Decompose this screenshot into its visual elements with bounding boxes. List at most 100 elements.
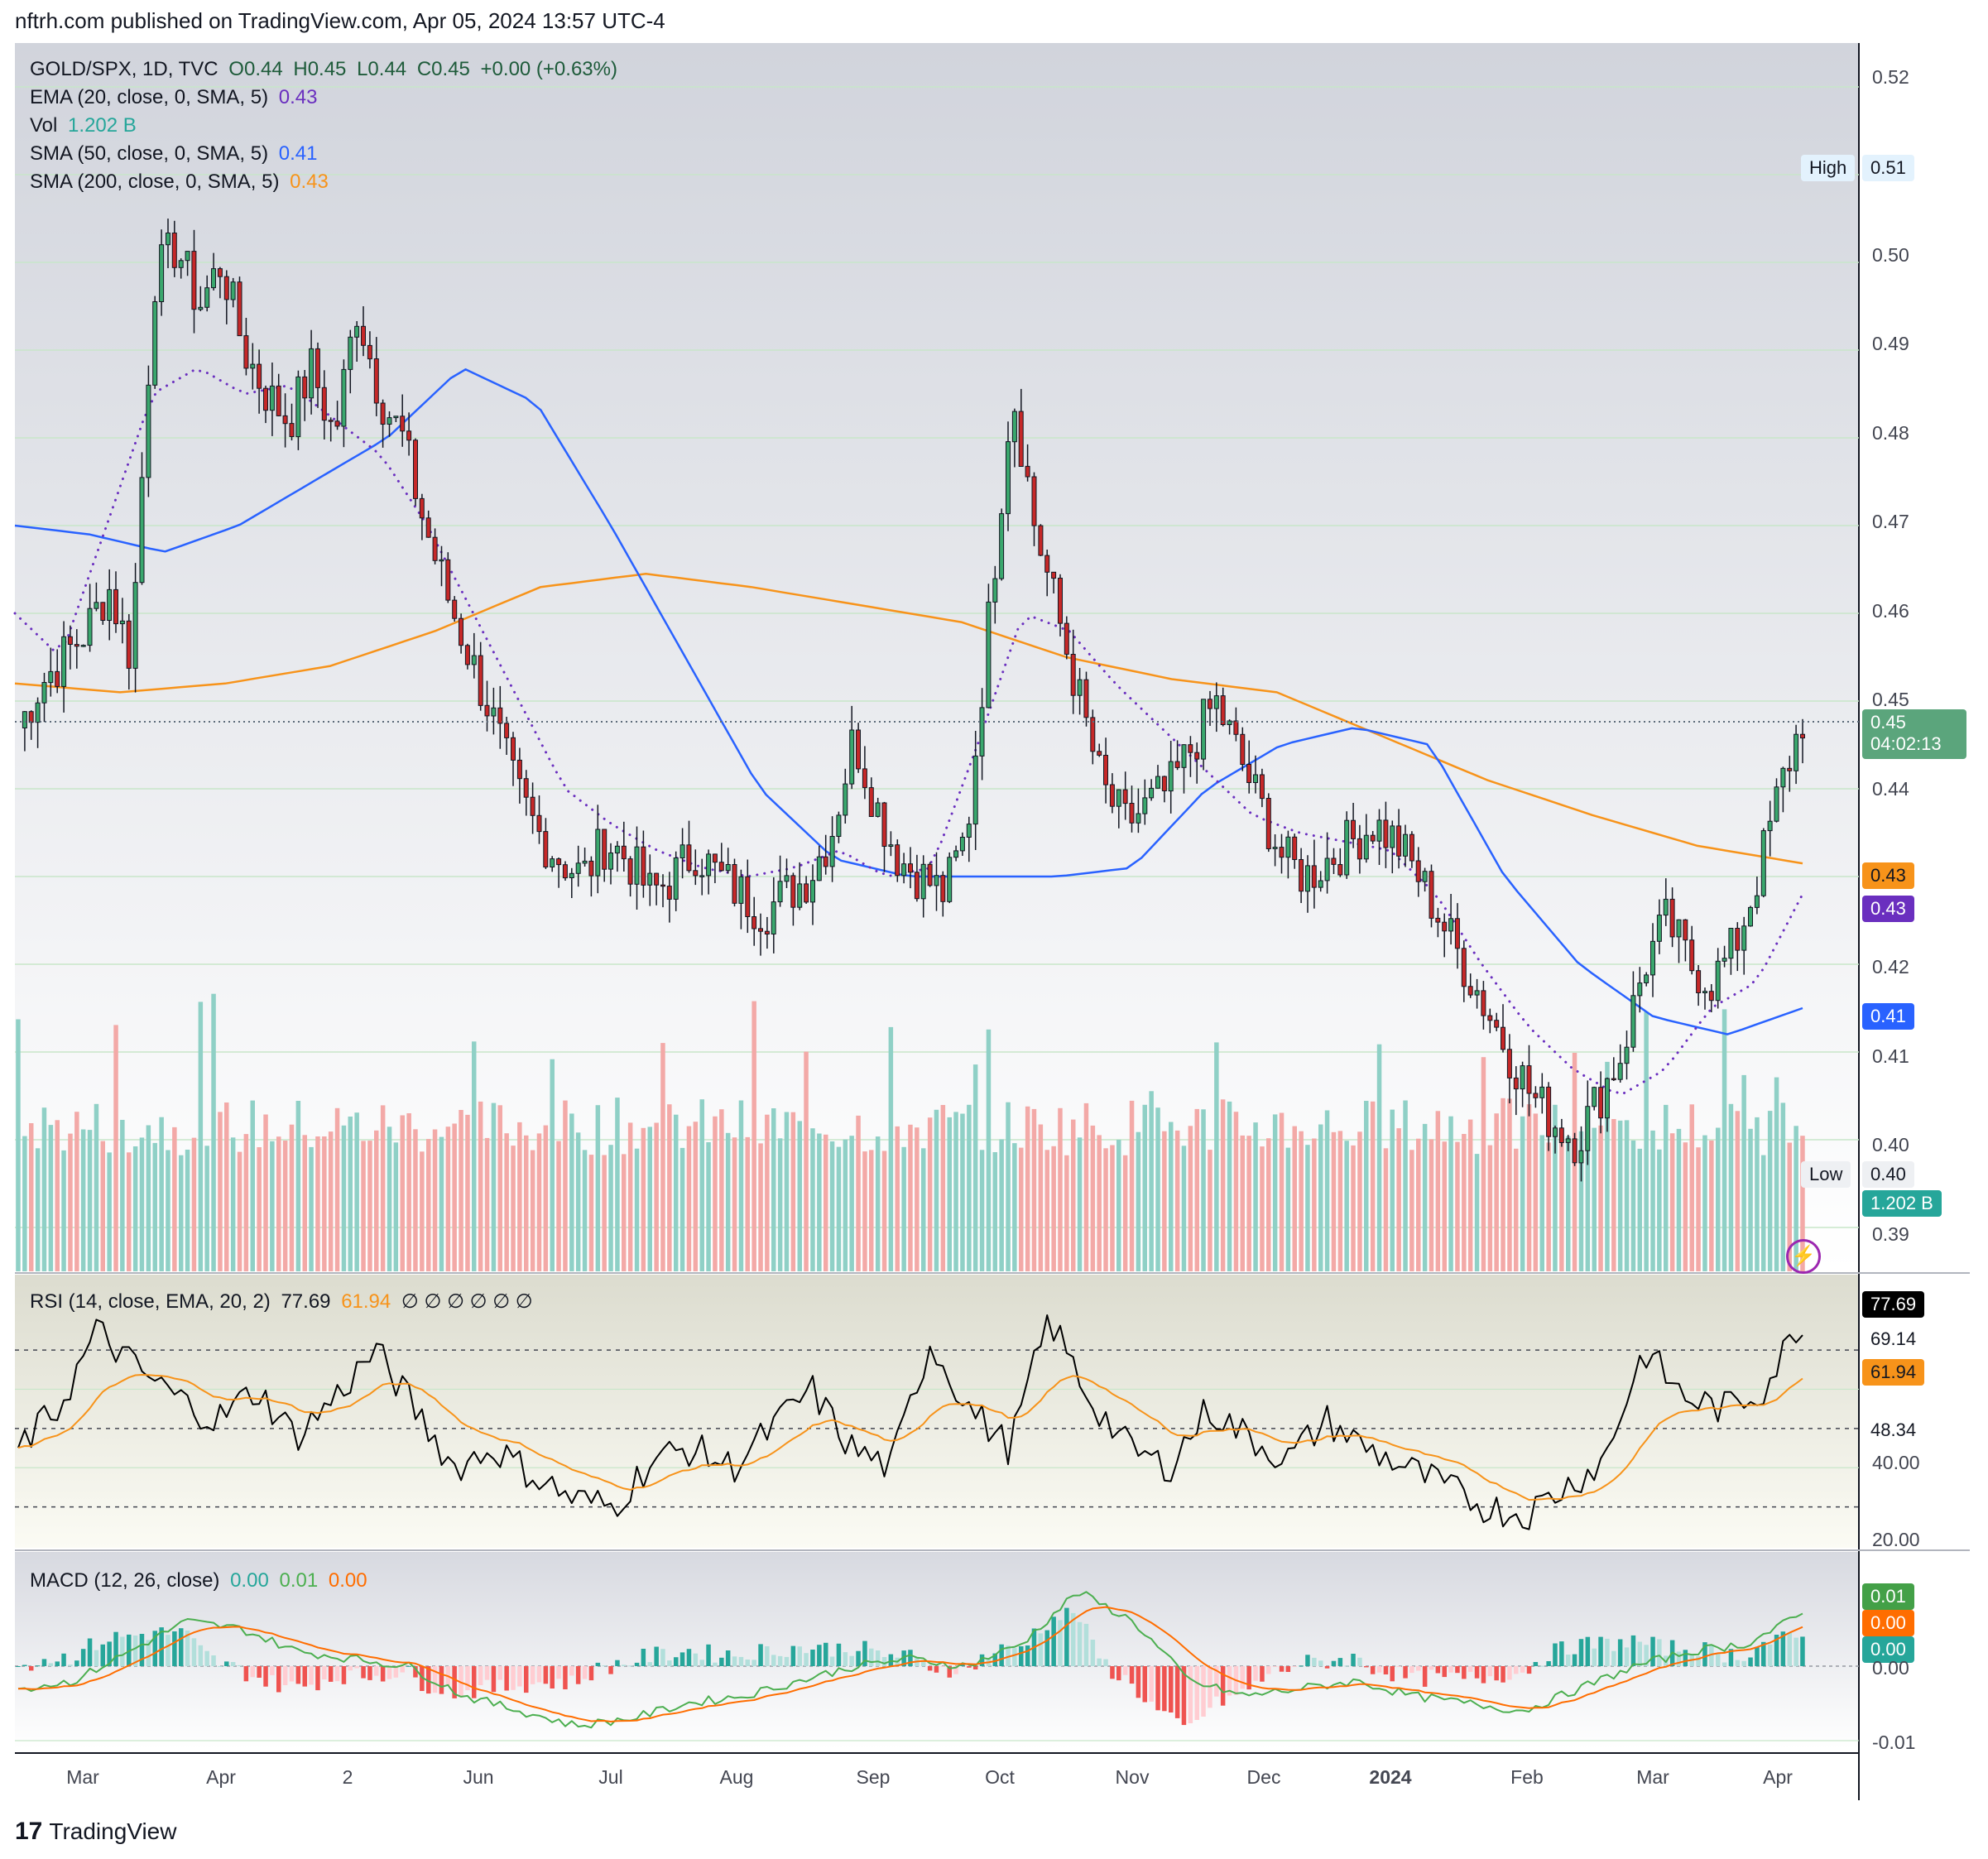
candle	[972, 731, 978, 850]
candle	[464, 643, 470, 670]
volume-bar	[1592, 1127, 1597, 1271]
legend-main[interactable]: GOLD/SPX, 1D, TVC O0.44 H0.45 L0.44 C0.4…	[30, 58, 622, 81]
candle	[230, 277, 236, 308]
candle	[1422, 867, 1428, 892]
candle	[94, 582, 99, 612]
volume-bar	[87, 1130, 93, 1271]
candle	[1265, 793, 1271, 853]
published-header: nftrh.com published on TradingView.com, …	[15, 8, 665, 33]
candle	[523, 770, 529, 816]
macd-hist-bar	[400, 1666, 405, 1673]
volume-bar	[341, 1125, 347, 1271]
candle	[1324, 832, 1330, 894]
candle	[530, 782, 535, 834]
macd-hist-bar	[1155, 1666, 1160, 1711]
legend-sma50[interactable]: SMA (50, close, 0, SMA, 5) 0.41	[30, 142, 323, 166]
volume-bar	[1351, 1145, 1356, 1271]
candle	[1481, 981, 1486, 1030]
legend-ema[interactable]: EMA (20, close, 0, SMA, 5) 0.43	[30, 86, 323, 109]
macd-hist-bar	[55, 1661, 60, 1666]
macd-hist-bar	[1676, 1651, 1682, 1666]
volume-bar	[1761, 1155, 1766, 1271]
volume-bar	[1376, 1044, 1382, 1271]
candle	[1715, 948, 1721, 1009]
macd-hist-bar	[185, 1631, 190, 1666]
candle	[204, 275, 210, 312]
macd-hist-bar	[1716, 1653, 1721, 1666]
sma200-label: SMA (200, close, 0, SMA, 5)	[30, 171, 280, 193]
volume-bar	[282, 1141, 288, 1271]
candle	[61, 621, 67, 713]
candle	[634, 826, 640, 910]
macd-hist-bar	[1305, 1655, 1310, 1666]
volume-bar	[1077, 1137, 1083, 1271]
macd-hist-bar	[432, 1666, 438, 1693]
volume-bar	[1546, 1142, 1551, 1271]
volume-bar	[1669, 1133, 1675, 1271]
macd-hist-bar	[35, 1665, 41, 1667]
volume-bar	[1748, 1128, 1753, 1271]
macd-hist-bar	[1403, 1666, 1408, 1679]
rsi-tick: 20.00	[1872, 1529, 1920, 1550]
candle	[1168, 741, 1174, 814]
candle	[986, 584, 992, 709]
alert-bolt-icon[interactable]: ⚡	[1786, 1239, 1821, 1274]
macd-hist-bar	[1246, 1666, 1251, 1690]
macd-hist-bar	[1630, 1635, 1636, 1666]
footer-brand[interactable]: 17 TradingView	[15, 1818, 176, 1846]
volume-bar	[29, 1123, 34, 1271]
macd-hist-bar	[87, 1638, 93, 1666]
legend-macd[interactable]: MACD (12, 26, close) 0.00 0.01 0.00	[30, 1569, 372, 1592]
candle	[758, 913, 763, 956]
candle	[784, 858, 790, 888]
candle	[302, 370, 308, 421]
volume-bar	[979, 1150, 985, 1271]
legend-sma200[interactable]: SMA (200, close, 0, SMA, 5) 0.43	[30, 171, 334, 194]
macd-hist-bar	[179, 1628, 184, 1666]
volume-bar	[817, 1133, 822, 1271]
candle	[804, 876, 809, 904]
volume-bar	[615, 1098, 620, 1271]
macd-hist-bar	[374, 1666, 379, 1676]
macd-hist-bar	[230, 1662, 236, 1666]
candle	[1728, 928, 1734, 975]
legend-rsi[interactable]: RSI (14, close, EMA, 20, 2) 77.69 61.94 …	[30, 1290, 538, 1314]
candle	[556, 857, 562, 888]
candle	[810, 864, 815, 925]
volume-bar	[94, 1103, 99, 1271]
macd-hist-bar	[504, 1666, 509, 1691]
candle	[393, 416, 399, 422]
macd-hist-bar	[426, 1666, 431, 1694]
volume-bar	[250, 1100, 255, 1271]
volume-bar	[387, 1126, 392, 1271]
candle	[166, 219, 170, 268]
volume-bar	[491, 1102, 497, 1271]
candle	[367, 331, 372, 369]
volume-bar	[908, 1124, 913, 1271]
candle	[1565, 1135, 1571, 1151]
volume-bar	[1566, 1136, 1571, 1271]
sma50-value: 0.41	[278, 142, 318, 165]
macd-hist-bar	[1376, 1666, 1382, 1673]
volume-bar	[1767, 1111, 1773, 1271]
candle	[1220, 687, 1226, 727]
volume-bar	[459, 1110, 463, 1271]
volume-bar	[1664, 1104, 1669, 1271]
volume-bar	[771, 1108, 776, 1271]
macd-hist-bar	[881, 1657, 887, 1666]
volume-bar	[413, 1129, 418, 1271]
volume-tag: 1.202 B	[1862, 1190, 1942, 1217]
macd-hist-bar	[1383, 1666, 1389, 1674]
volume-bar	[1194, 1108, 1199, 1271]
volume-bar	[1429, 1139, 1434, 1271]
volume-bar	[374, 1130, 379, 1271]
macd-signal-line	[17, 1606, 1803, 1722]
macd-hist-bar	[1755, 1646, 1760, 1666]
volume-bar	[432, 1129, 438, 1271]
volume-bar	[1448, 1116, 1453, 1271]
volume-bar	[517, 1122, 522, 1271]
legend-vol[interactable]: Vol 1.202 B	[30, 114, 142, 137]
volume-bar	[380, 1105, 386, 1271]
candle	[387, 411, 392, 437]
